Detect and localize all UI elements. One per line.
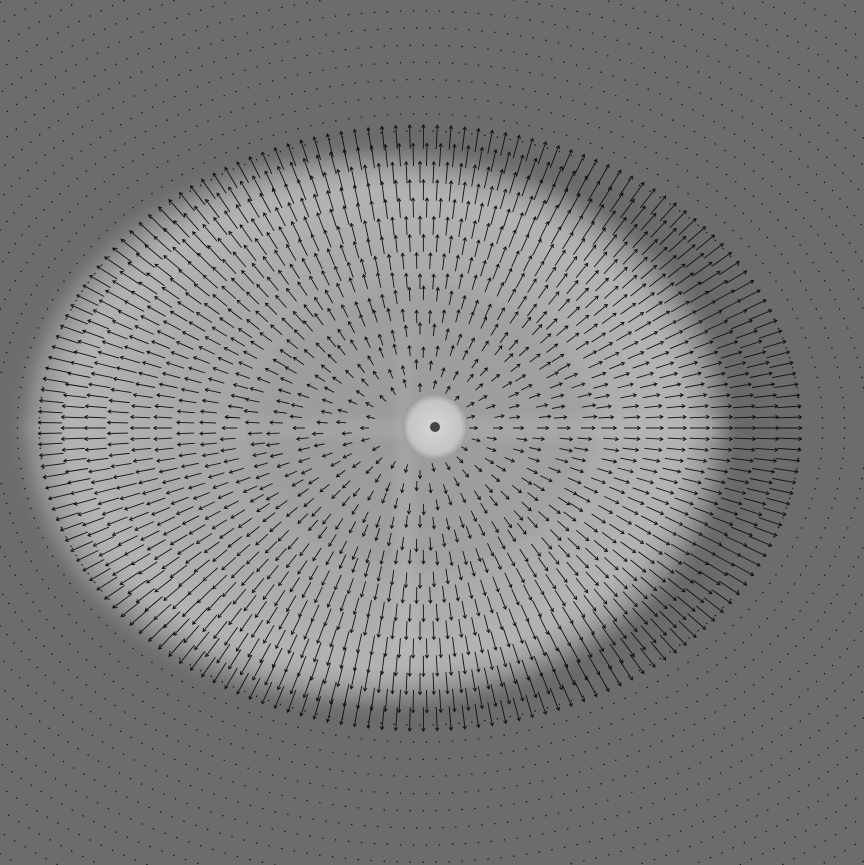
arrow-ring xyxy=(0,96,846,760)
arrow-ring xyxy=(243,285,598,567)
arrow-ring xyxy=(0,78,864,778)
arrow-ring xyxy=(311,343,528,516)
arrow-ring xyxy=(265,307,574,553)
jet-streak xyxy=(20,418,720,438)
arrow-ring xyxy=(83,160,757,696)
arrow-ring xyxy=(37,124,803,732)
arrow-ring xyxy=(3,2,857,865)
arrow-ring xyxy=(60,142,780,714)
arrow-ring xyxy=(219,271,620,589)
core-center xyxy=(430,422,440,432)
arrow-ring xyxy=(862,860,864,863)
arrow-ring xyxy=(16,113,824,743)
arrow-ring xyxy=(359,378,481,480)
arrow-ring xyxy=(199,251,642,605)
arrow-ring xyxy=(289,321,552,531)
arrow-ring xyxy=(0,44,863,812)
arrow-ring xyxy=(2,27,863,829)
arrow-ring xyxy=(335,358,505,495)
arrow-ring xyxy=(106,178,734,678)
arrow-ring xyxy=(4,10,860,846)
arrow-ring xyxy=(38,130,802,726)
arrow-ring xyxy=(129,197,711,659)
arrow-ring xyxy=(1,61,864,795)
arrow-ring xyxy=(175,233,665,623)
arrow-ring xyxy=(152,215,688,641)
